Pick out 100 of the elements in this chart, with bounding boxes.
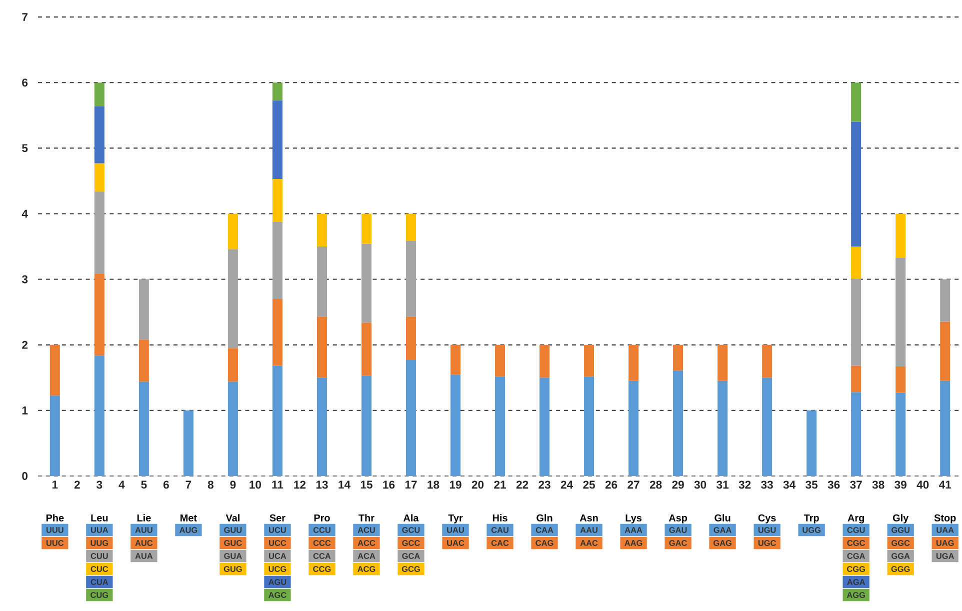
bar [718,380,728,476]
text: UAU [447,527,464,533]
bar [851,122,862,246]
text: UCC [269,540,286,546]
text: ACA [358,553,376,559]
bar [50,344,60,396]
x-tick-label: 21 [494,480,506,489]
x-tick-label: 36 [828,480,840,489]
text: AUG [180,527,198,533]
text: UGG [802,527,820,533]
bar [495,344,506,376]
text: AGU [268,579,286,585]
text: Phe [46,514,64,522]
x-tick-label: 22 [516,480,528,489]
text: CCU [313,527,330,533]
bar [228,214,238,250]
bar [272,100,282,179]
y-tick-label: 5 [22,144,28,152]
text: AUU [135,527,152,533]
text: GCA [402,553,420,559]
y-tick-label: 0 [22,472,28,480]
bar [361,214,372,244]
text: Lys [626,514,642,524]
bar [584,344,594,376]
bar [896,214,906,258]
text: AAA [624,527,642,533]
bar [718,344,728,381]
text: UUA [91,527,108,533]
x-tick-label: 19 [450,480,462,489]
text: Met [180,514,197,522]
bar [94,274,104,356]
text: CAU [491,527,508,533]
bar [806,410,817,476]
text: CCC [313,540,331,546]
text: CAG [536,540,554,546]
text: UUC [46,540,64,546]
bar [540,344,550,378]
x-tick-label: 26 [605,480,618,489]
bar [495,376,506,476]
text: GGU [892,527,910,533]
x-tick-label: 33 [761,480,773,489]
bar [183,410,194,476]
x-tick-label: 31 [716,480,729,489]
x-tick-label: 37 [850,480,862,489]
text: UCU [269,527,286,533]
x-tick-label: 20 [472,480,484,489]
x-tick-label: 40 [916,480,929,489]
text: ACC [358,540,376,546]
bar [851,246,862,279]
text: GGC [892,540,910,546]
x-tick-label: 14 [338,480,350,488]
text: Thr [358,514,374,522]
text: UCG [268,566,286,572]
text: GUA [224,553,242,559]
bar [406,214,416,241]
text: GAG [714,540,732,546]
x-tick-label: 15 [360,480,372,489]
bar [94,355,104,476]
bar [896,392,906,476]
text: Leu [91,514,108,522]
x-tick-label: 30 [694,480,706,489]
bar [94,191,104,274]
text: UGA [936,553,954,559]
bar [361,376,372,476]
bar [94,82,104,106]
x-tick-label: 13 [316,480,328,489]
text: CAC [491,540,509,546]
x-tick-label: 24 [560,480,573,489]
bar [851,278,862,366]
text: AAC [580,540,598,546]
x-tick-label: 12 [294,480,306,489]
bar [272,366,282,476]
text: GGG [891,566,910,572]
text: UAC [447,540,464,546]
x-tick-label: 27 [628,480,640,489]
text: AUC [135,540,153,546]
text: CUC [90,566,108,572]
x-tick-label: 3 [96,480,102,489]
text: UAA [936,527,954,533]
x-tick-label: 1 [52,480,58,488]
y-tick-label: 4 [22,210,28,218]
bar [138,340,149,382]
bar [628,380,639,476]
x-tick-label: 38 [872,480,884,489]
text: GAA [714,527,732,533]
text: UGC [758,540,776,546]
x-tick-label: 7 [186,480,192,488]
text: Cys [758,514,776,524]
text: CGG [847,566,865,572]
bar [940,322,950,381]
bar [228,249,238,348]
text: Stop [934,514,956,524]
bar [762,378,772,476]
text: GCU [402,527,420,533]
x-tick-label: 41 [938,480,952,488]
text: AAG [624,540,642,546]
bar [406,316,416,360]
bar [272,298,282,366]
bar [94,163,104,192]
bar [94,106,104,164]
